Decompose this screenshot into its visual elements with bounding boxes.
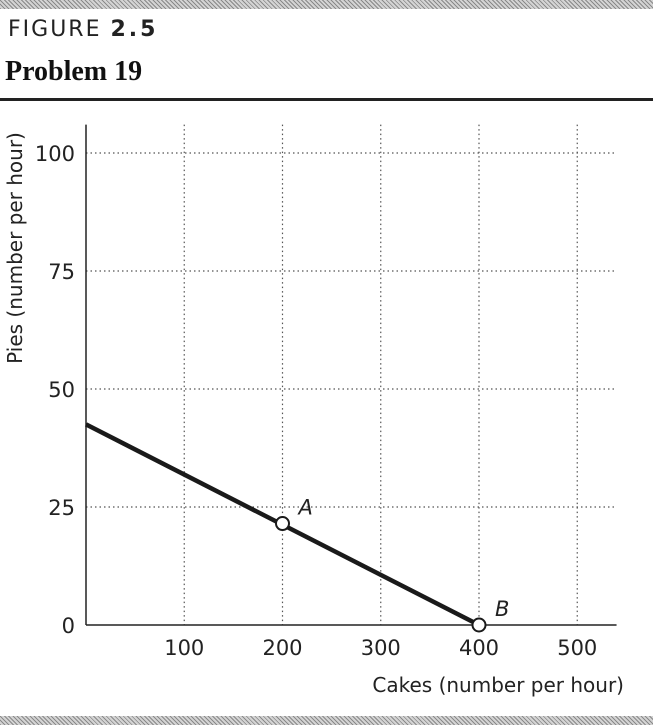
point-a xyxy=(275,516,290,532)
x-axis-label: Cakes (number per hour) xyxy=(372,673,624,697)
point-b xyxy=(471,617,487,633)
y-axis-label: Pies (number per hour) xyxy=(3,132,27,364)
y-tick-label-75: 75 xyxy=(48,260,75,284)
bottom-border-stripe xyxy=(0,716,653,725)
y-tick-label-100: 100 xyxy=(35,142,75,166)
point-label-a: A xyxy=(297,496,313,520)
axes xyxy=(85,124,617,626)
figure-number: 2.5 xyxy=(110,17,159,42)
y-tick-label-25: 25 xyxy=(48,496,75,520)
y-tick-label-50: 50 xyxy=(48,378,75,402)
data-points: AB xyxy=(275,496,509,633)
chart-title: Problem 19 xyxy=(5,56,143,87)
point-label-b: B xyxy=(495,597,509,621)
x-tick-label-100: 100 xyxy=(164,636,204,660)
tick-labels: 100 200 300 400 500 0 25 50 75 100 xyxy=(35,142,597,660)
figure-label: FIGURE 2.5 xyxy=(8,17,158,42)
x-tick-label-200: 200 xyxy=(262,636,302,660)
x-tick-label-500: 500 xyxy=(557,636,597,660)
y-tick-label-0: 0 xyxy=(62,614,75,638)
title-divider xyxy=(0,98,653,101)
figure-label-word: FIGURE xyxy=(8,17,102,42)
top-border-stripe xyxy=(0,0,653,9)
grid-lines xyxy=(86,124,617,625)
x-tick-label-300: 300 xyxy=(361,636,401,660)
x-tick-label-400: 400 xyxy=(459,636,499,660)
